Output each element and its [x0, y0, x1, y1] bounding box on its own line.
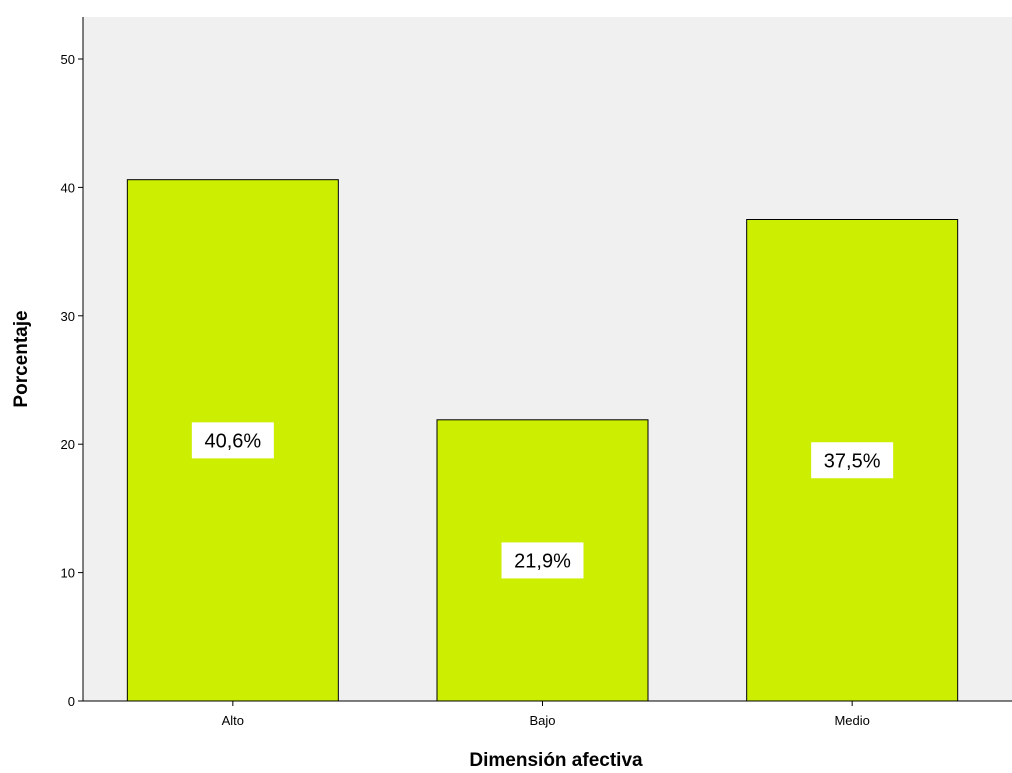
data-label-box	[501, 542, 584, 579]
data-labels: 40,6% 21,9% 37,5%	[191, 422, 894, 579]
data-label: 21,9%	[514, 550, 571, 572]
data-label: 37,5%	[824, 450, 881, 472]
y-tick-label: 10	[61, 566, 75, 581]
y-tick-label: 40	[61, 180, 75, 195]
x-tick-label: Bajo	[529, 713, 555, 728]
data-label-box	[811, 442, 894, 479]
x-axis-ticks: Alto Bajo Medio	[222, 701, 870, 728]
y-axis-title: Porcentaje	[11, 310, 32, 407]
data-label-box	[191, 422, 274, 459]
x-tick-label: Alto	[222, 713, 244, 728]
y-tick-label: 30	[61, 309, 75, 324]
y-tick-label: 20	[61, 437, 75, 452]
x-tick-label: Medio	[834, 713, 869, 728]
x-axis-title: Dimensión afectiva	[469, 750, 643, 771]
y-tick-label: 0	[68, 694, 75, 709]
y-tick-label: 50	[61, 52, 75, 67]
data-label: 40,6%	[204, 430, 261, 452]
y-axis-ticks: 0 10 20 30 40 50	[61, 52, 83, 709]
bar-medio	[746, 219, 959, 702]
